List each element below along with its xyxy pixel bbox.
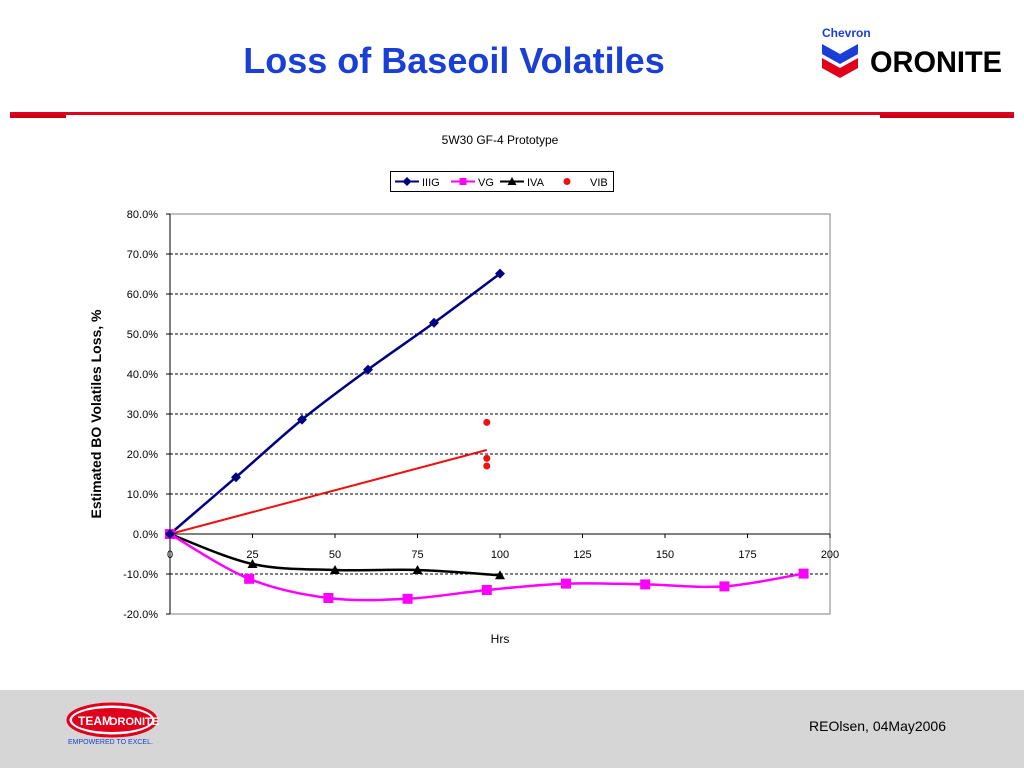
footer-logo-brand: ORONITE [109, 716, 159, 728]
footer-bar: TEAM ORONITE EMPOWERED TO EXCEL. REOlsen… [0, 690, 1024, 768]
chevron-mark-top [822, 44, 858, 64]
x-tick-label: 75 [411, 549, 423, 561]
legend-label-vib: VIB [590, 177, 608, 189]
point-iva [165, 529, 175, 538]
point-vg [719, 581, 730, 592]
x-tick-label: 25 [246, 549, 258, 561]
point-vib [483, 418, 491, 426]
logo-oronite-text: ORONITE [870, 46, 1002, 79]
legend-label-vg: VG [478, 177, 494, 189]
chart-legend: IIIG VG IVA VIB [390, 171, 614, 192]
y-tick-label: 0.0% [133, 529, 158, 541]
point-iiig [297, 414, 307, 425]
point-vg [165, 529, 175, 539]
x-tick-label: 100 [491, 549, 509, 561]
y-tick-label: 10.0% [127, 489, 158, 501]
x-axis-label: Hrs [491, 632, 510, 646]
y-tick-label: 70.0% [127, 249, 158, 261]
y-tick-label: 60.0% [127, 289, 158, 301]
header-rule [10, 112, 1014, 115]
series-line-iva [169, 532, 501, 577]
footer-logo-team: TEAM [78, 714, 112, 728]
point-vg [798, 568, 809, 579]
point-vg [402, 593, 413, 604]
point-vib [483, 462, 491, 470]
axes: 80.0% 70.0% 60.0% 50.0% 40.0% 30.0% 20.0% 10.0%… [123, 209, 839, 621]
chart-title: 5W30 GF-4 Prototype [441, 133, 559, 147]
legend-label-iva: IVA [527, 177, 545, 189]
x-tick-label: 175 [738, 549, 756, 561]
y-tick-label: 40.0% [127, 369, 158, 381]
x-tick-label: 0 [167, 549, 173, 561]
y-tick-label: 50.0% [127, 329, 158, 341]
plot-frame [169, 213, 831, 615]
point-iva [247, 559, 258, 568]
chevron-mark-bottom [822, 58, 858, 78]
point-vg [323, 593, 334, 603]
legend-entry-iiig: IIIG [395, 177, 440, 189]
legend-entry-vib: VIB [563, 177, 608, 189]
footer-author-date: REOlsen, 04May2006 [809, 718, 946, 734]
series-line-iiig [169, 272, 501, 535]
y-tick-label: -20.0% [123, 609, 158, 621]
point-vg [561, 578, 571, 589]
point-iva [412, 565, 423, 574]
vib-trendline [169, 449, 488, 535]
point-iiig [231, 472, 241, 483]
legend-label-iiig: IIIG [422, 177, 440, 189]
x-tick-label: 150 [656, 549, 674, 561]
y-axis-label: Estimated BO Volatiles Loss, % [88, 309, 104, 519]
y-tick-label: 80.0% [127, 209, 158, 221]
header-rule-accent-left [10, 115, 66, 118]
point-iiig [363, 364, 373, 375]
y-tick-label: 30.0% [127, 409, 158, 421]
point-iiig [429, 317, 439, 328]
point-iiig [165, 529, 175, 539]
footer-tagline: EMPOWERED TO EXCEL. [68, 739, 153, 746]
chevron-oronite-logo: Chevron ORONITE [822, 26, 1002, 79]
team-oronite-logo: TEAM ORONITE EMPOWERED TO EXCEL. [66, 702, 159, 746]
header-rule-accent-right [880, 115, 1014, 118]
point-iva [330, 565, 340, 574]
series [165, 268, 809, 604]
series-line-vg [169, 532, 804, 602]
y-tick-label: -10.0% [123, 569, 158, 581]
point-vg [640, 579, 651, 590]
point-iiig [495, 268, 505, 279]
y-tick-label: 20.0% [127, 449, 158, 461]
legend-entry-iva: IVA [500, 177, 545, 189]
point-vg [481, 585, 492, 595]
slide-title: Loss of Baseoil Volatiles [243, 40, 665, 81]
x-tick-label: 200 [821, 549, 839, 561]
point-iva [495, 570, 505, 580]
legend-entry-vg: VG [451, 177, 494, 189]
grid-lines [170, 253, 830, 575]
logo-chevron-text: Chevron [822, 26, 871, 40]
point-vib [483, 454, 491, 462]
point-vg [244, 573, 255, 584]
x-tick-label: 125 [573, 549, 591, 561]
x-tick-label: 50 [329, 549, 341, 561]
